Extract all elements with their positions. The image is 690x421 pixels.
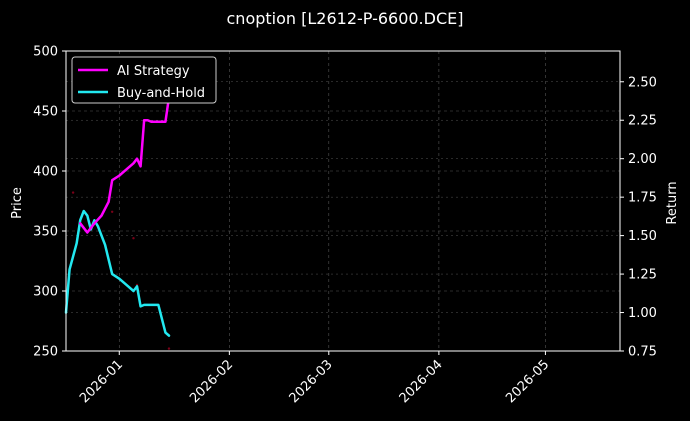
series-line-ai-strategy xyxy=(78,66,174,234)
y-axis-right-label: Return xyxy=(665,181,680,224)
y-right-tick-label: 0.75 xyxy=(628,345,657,360)
series-layer xyxy=(64,66,174,337)
chart-title: cnoption [L2612-P-6600.DCE] xyxy=(227,9,464,28)
y-left-tick-label: 300 xyxy=(33,285,58,300)
y-axis-left-label: Price xyxy=(10,187,25,219)
y-right-tick-label: 1.00 xyxy=(628,306,657,321)
price-marker xyxy=(71,191,75,194)
y-right-tick-label: 2.25 xyxy=(628,114,657,129)
y-left-tick-label: 250 xyxy=(33,345,58,360)
y-right-tick-label: 1.50 xyxy=(628,229,657,244)
y-left-tick-label: 400 xyxy=(33,165,58,180)
y-right-tick-label: 2.50 xyxy=(628,75,657,90)
y-right-tick-label: 1.75 xyxy=(628,191,657,206)
y-axis-right-ticks: 0.75 1.00 1.25 1.50 1.75 2.00 2.25 2.50 xyxy=(620,75,657,360)
price-marker xyxy=(167,347,171,350)
y-left-tick-label: 500 xyxy=(33,45,58,60)
price-marker xyxy=(132,237,135,240)
legend: AI Strategy Buy-and-Hold xyxy=(71,56,217,104)
legend-label-buy-and-hold: Buy-and-Hold xyxy=(117,86,205,101)
y-left-tick-label: 350 xyxy=(33,225,58,240)
y-right-tick-label: 1.25 xyxy=(628,268,657,283)
y-axis-left-ticks: 250 300 350 400 450 500 xyxy=(33,45,66,360)
legend-label-ai-strategy: AI Strategy xyxy=(117,64,190,79)
y-right-tick-label: 2.00 xyxy=(628,152,657,167)
price-marker xyxy=(110,210,114,213)
y-left-tick-label: 450 xyxy=(33,105,58,120)
series-line-buy-and-hold xyxy=(64,209,171,337)
plot-frame xyxy=(65,50,621,352)
